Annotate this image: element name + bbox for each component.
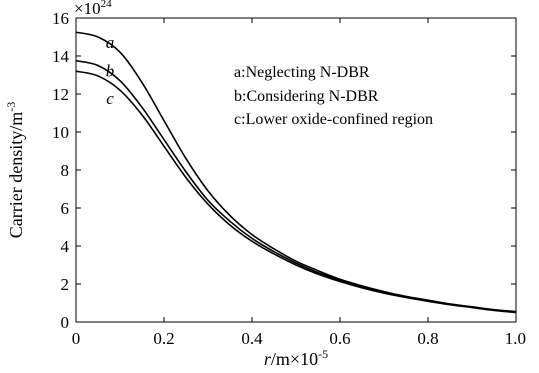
- y-tick-label: 10: [52, 123, 69, 142]
- y-axis: 0 2 4 6 8 10 12 14 16: [52, 9, 516, 332]
- y-tick-label: 4: [61, 237, 70, 256]
- y-tick-label: 8: [61, 161, 70, 180]
- y-tick-label: 14: [52, 47, 70, 66]
- y-tick-label: 12: [52, 85, 69, 104]
- y-axis-title: Carrier density/m-3: [4, 102, 26, 238]
- y-multiplier: ×1024: [74, 0, 112, 18]
- x-tick-label: 0.8: [417, 329, 438, 348]
- series-line-c: [75, 70, 517, 314]
- legend-text-b: Considering N-DBR: [246, 88, 378, 105]
- y-tick-label: 16: [52, 9, 69, 28]
- legend-entry-c: c:Lower oxide-confined region: [234, 111, 433, 128]
- y-tick-label: 2: [61, 275, 70, 294]
- x-tick-label: 0.6: [329, 329, 350, 348]
- x-tick-label: 0.2: [153, 329, 174, 348]
- curve-label-b: b: [106, 62, 115, 81]
- legend-entry-b: b:Considering N-DBR: [234, 88, 379, 105]
- legend-key-a: a: [234, 64, 241, 81]
- x-tick-label: 0: [72, 329, 81, 348]
- data-series: [75, 31, 517, 314]
- x-axis: 0 0.2 0.4 0.6 0.8 1.0: [72, 18, 526, 348]
- x-tick-label: 1.0: [505, 329, 526, 348]
- x-axis-title-exponent: -5: [318, 347, 328, 361]
- y-axis-title-exponent: -3: [4, 102, 18, 112]
- x-tick-label: 0.4: [241, 329, 263, 348]
- curve-labels: abc: [106, 33, 115, 108]
- legend: a:Neglecting N-DBR b:Considering N-DBR c…: [234, 64, 433, 128]
- x-axis-title: r/m×10-5: [264, 347, 328, 369]
- legend-text-a: Neglecting N-DBR: [246, 64, 370, 81]
- legend-entry-a: a:Neglecting N-DBR: [234, 64, 370, 81]
- curve-label-c: c: [106, 89, 114, 108]
- y-multiplier-exponent: 24: [101, 0, 113, 10]
- legend-text-c: Lower oxide-confined region: [246, 111, 433, 128]
- y-tick-label: 6: [61, 199, 70, 218]
- legend-key-c: c: [234, 111, 241, 128]
- y-tick-label: 0: [61, 313, 70, 332]
- curve-label-a: a: [106, 33, 115, 52]
- legend-key-b: b: [234, 88, 242, 105]
